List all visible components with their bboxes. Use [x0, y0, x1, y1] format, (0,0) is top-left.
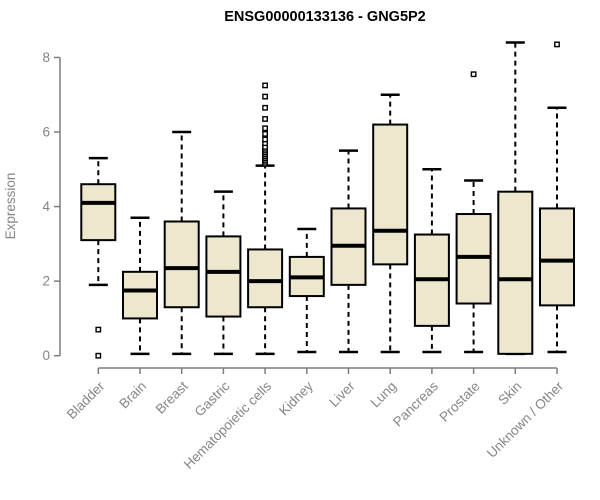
- iqr-box: [122, 270, 158, 320]
- box-brain: [122, 216, 158, 356]
- iqr-box: [163, 220, 200, 309]
- y-tick-label: 0: [42, 348, 50, 363]
- outlier-point: [262, 116, 268, 122]
- y-tick-label: 4: [42, 199, 50, 214]
- y-tick-label: 8: [42, 50, 50, 65]
- outlier-point: [262, 82, 268, 89]
- outlier-point: [95, 326, 102, 333]
- box-skin: [497, 41, 534, 356]
- iqr-box: [247, 248, 284, 309]
- box-lung: [372, 93, 409, 354]
- iqr-box: [80, 183, 117, 242]
- iqr-box: [205, 235, 242, 318]
- box-liver: [330, 149, 367, 354]
- y-tick-label: 2: [42, 274, 50, 289]
- outlier-point: [262, 125, 268, 132]
- x-category-label: Bladder: [64, 378, 108, 422]
- outlier-point: [262, 104, 268, 111]
- y-axis-label: Expression: [3, 173, 18, 240]
- outlier-point: [95, 352, 102, 359]
- iqr-box: [539, 207, 575, 307]
- x-category-label: Skin: [495, 379, 524, 408]
- box-breast: [163, 130, 200, 356]
- outlier-point: [262, 93, 268, 100]
- box-unknown-other: [539, 41, 575, 354]
- box-hematopoietic-cells: [247, 82, 284, 356]
- iqr-box: [497, 190, 534, 355]
- box-bladder: [80, 156, 117, 359]
- outlier-point: [262, 136, 268, 143]
- x-category-label: Liver: [326, 378, 358, 410]
- x-category-label: Pancreas: [390, 378, 441, 429]
- chart-title: ENSG00000133136 - GNG5P2: [224, 9, 426, 25]
- x-category-label: Kidney: [276, 378, 316, 418]
- box-prostate: [455, 71, 492, 354]
- outlier-point: [554, 41, 560, 48]
- x-category-label: Lung: [367, 379, 399, 411]
- x-category-label: Brain: [116, 379, 149, 412]
- outlier-point: [262, 130, 268, 137]
- outlier-point: [470, 71, 477, 78]
- box-kidney: [288, 227, 325, 354]
- box-pancreas: [413, 168, 450, 354]
- x-category-label: Gastric: [192, 378, 233, 419]
- box-gastric: [205, 190, 242, 356]
- y-tick-label: 6: [42, 125, 50, 140]
- x-category-label: Unknown / Other: [484, 378, 567, 461]
- x-category-label: Prostate: [437, 379, 483, 425]
- x-category-label: Breast: [153, 378, 191, 416]
- iqr-box: [372, 123, 409, 266]
